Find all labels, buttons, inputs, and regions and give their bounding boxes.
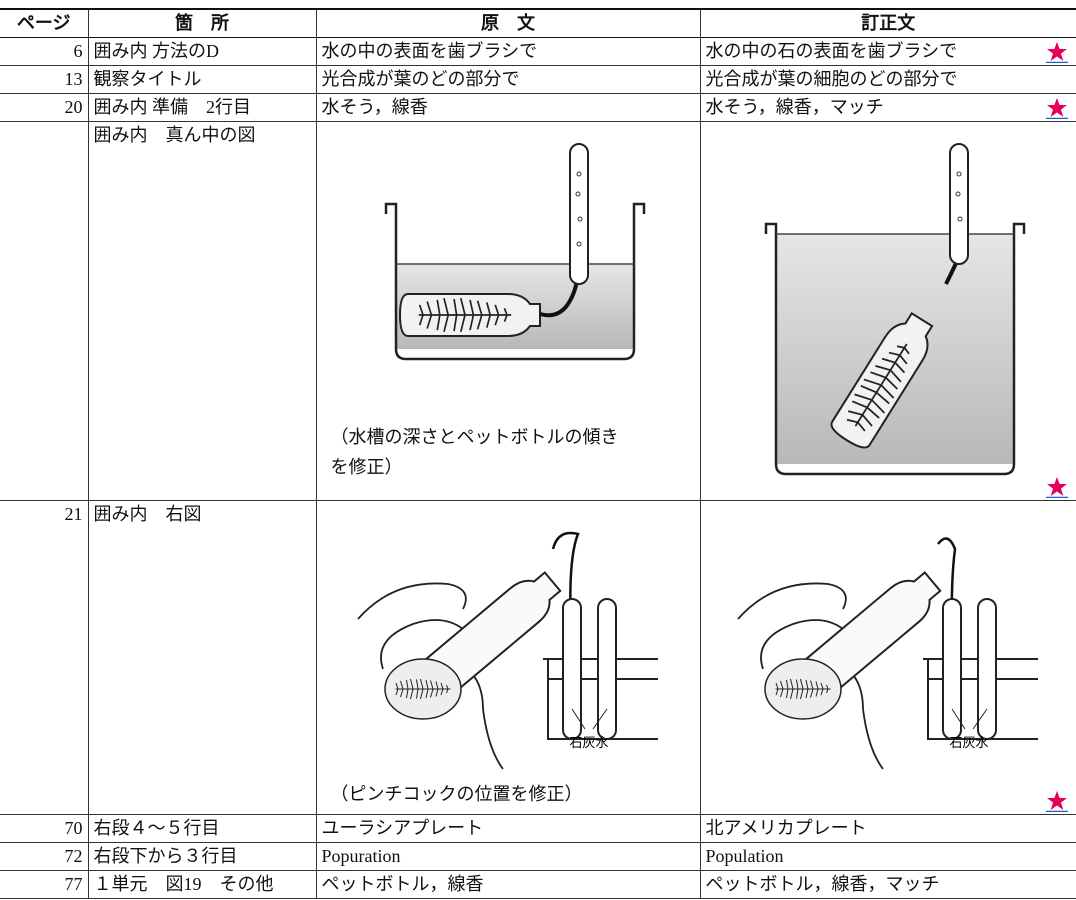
original-cell: 光合成が葉のどの部分で xyxy=(315,65,701,94)
original-cell: Popuration xyxy=(315,842,701,871)
location-cell: 右段４～５行目 xyxy=(87,814,317,843)
figure-label: 石灰水 xyxy=(569,735,608,750)
location-cell: １単元 図19 その他 xyxy=(87,870,317,899)
row: 70 右段４～５行目 ユーラシアプレート 北アメリカプレート xyxy=(0,814,1076,843)
test-tube xyxy=(942,598,963,740)
star-icon xyxy=(1046,97,1068,119)
figure-part xyxy=(575,191,581,197)
corrected-cell: 水そう，線香，マッチ xyxy=(699,93,1076,122)
row: 6 囲み内 方法のD 水の中の表面を歯ブラシで 水の中の石の表面を歯ブラシで xyxy=(0,37,1076,66)
corrected-cell: 北アメリカプレート xyxy=(699,814,1076,843)
bottle-group xyxy=(830,311,934,449)
limewater-figure-original: 石灰水 xyxy=(357,531,658,770)
header-cell: ページ xyxy=(0,8,89,38)
note: （水槽の深さとペットボトルの傾きを修正） xyxy=(330,427,619,477)
star-icon xyxy=(1046,790,1068,812)
page-cell: 6 xyxy=(0,37,89,66)
tank-figure-corrected xyxy=(765,143,1026,476)
row: 20 囲み内 準備 2行目 水そう，線香 水そう，線香，マッチ xyxy=(0,93,1076,122)
header-cell: 原 文 xyxy=(315,8,701,38)
tank-figure-original xyxy=(384,143,646,361)
page-cell: 70 xyxy=(0,814,89,843)
row: 囲み内 真ん中の図 （水槽の深さとペットボトルの傾きを修正） xyxy=(0,121,1076,501)
figure-part xyxy=(1046,98,1068,119)
figure-part xyxy=(577,216,583,222)
correction-table: ページ 箇 所 原 文 訂正文 6 囲み内 方法のD 水の中の表面を歯ブラシで … xyxy=(0,8,1076,899)
label-leader xyxy=(571,708,608,730)
test-tube xyxy=(597,598,617,740)
bubbles xyxy=(575,171,583,247)
location-cell: 囲み内 真ん中の図 xyxy=(87,121,317,501)
location-cell: 囲み内 準備 2行目 xyxy=(87,93,317,122)
row: 77 １単元 図19 その他 ペットボトル，線香 ペットボトル，線香，マッチ xyxy=(0,870,1076,899)
location-cell: 囲み内 右図 xyxy=(87,500,317,815)
corrected-cell: 石灰水 xyxy=(699,500,1076,815)
location-cell: 囲み内 方法のD xyxy=(87,37,317,66)
test-tube xyxy=(949,143,970,265)
page-cell: 21 xyxy=(0,500,89,815)
figure-part xyxy=(956,171,962,177)
figure-label: 石灰水 xyxy=(950,735,989,750)
row: 72 右段下から３行目 Popuration Population xyxy=(0,842,1076,871)
tank xyxy=(384,202,646,361)
corrected-cell: ペットボトル，線香，マッチ xyxy=(699,870,1076,899)
header-cell: 訂正文 xyxy=(699,8,1076,38)
page-cell: 13 xyxy=(0,65,89,94)
star-icon xyxy=(1046,476,1068,498)
test-tube xyxy=(562,598,582,740)
header-cell: 箇 所 xyxy=(87,8,317,38)
figure-part xyxy=(955,191,961,197)
header-row: ページ 箇 所 原 文 訂正文 xyxy=(0,8,1076,38)
limewater-figure-corrected: 石灰水 xyxy=(737,537,1039,770)
corrected-cell xyxy=(699,121,1076,501)
tank xyxy=(765,222,1026,476)
corrected-cell: 光合成が葉の細胞のどの部分で xyxy=(699,65,1076,94)
page-cell: 72 xyxy=(0,842,89,871)
original-cell: ユーラシアプレート xyxy=(315,814,701,843)
test-tube xyxy=(569,143,589,285)
star-icon xyxy=(1046,41,1068,63)
figure-part xyxy=(576,171,582,177)
location-cell: 右段下から３行目 xyxy=(87,842,317,871)
bubbles xyxy=(955,171,963,222)
figure-part xyxy=(1046,42,1068,63)
page-cell xyxy=(0,121,89,501)
corrected-cell: Population xyxy=(699,842,1076,871)
page-cell: 20 xyxy=(0,93,89,122)
original-cell: ペットボトル，線香 xyxy=(315,870,701,899)
figure-part xyxy=(957,216,963,222)
corrected-text: 水そう，線香，マッチ xyxy=(705,97,884,117)
note: （ピンチコックの位置を修正） xyxy=(330,784,583,804)
corrected-text: 水の中の石の表面を歯ブラシで xyxy=(705,41,958,61)
original-cell: 水の中の表面を歯ブラシで xyxy=(315,37,701,66)
original-cell: 水そう，線香 xyxy=(315,93,701,122)
corrected-cell: 水の中の石の表面を歯ブラシで xyxy=(699,37,1076,66)
row: 21 囲み内 右図 石灰水 （ピンチコックの位置を修正） 石灰水 xyxy=(0,500,1076,815)
figure-part xyxy=(576,241,582,247)
original-cell: 石灰水 （ピンチコックの位置を修正） xyxy=(315,500,701,815)
label-leader xyxy=(951,708,988,730)
page-cell: 77 xyxy=(0,870,89,899)
hose xyxy=(551,531,580,630)
row: 13 観察タイトル 光合成が葉のどの部分で 光合成が葉の細胞のどの部分で xyxy=(0,65,1076,94)
test-tube xyxy=(977,598,998,740)
original-cell: （水槽の深さとペットボトルの傾きを修正） xyxy=(315,121,701,501)
location-cell: 観察タイトル xyxy=(87,65,317,94)
figure-part xyxy=(1046,791,1068,812)
figure-part xyxy=(1046,477,1068,498)
